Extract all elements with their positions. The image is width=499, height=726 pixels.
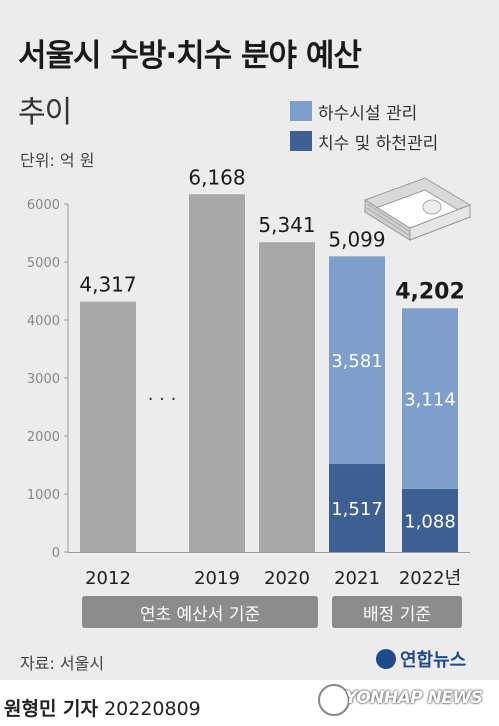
y-tick-label: 2000 bbox=[27, 430, 60, 445]
banner-allocation: 배정 기준 bbox=[332, 596, 462, 628]
x-category-label: 2019 bbox=[194, 568, 240, 589]
bars-group bbox=[80, 194, 458, 553]
credit-line: 원형민 기자 20220809 bbox=[4, 694, 201, 721]
y-tick-label: 3000 bbox=[27, 372, 60, 387]
x-category-label: 2022년 bbox=[399, 568, 461, 589]
y-tick-label: 6000 bbox=[27, 198, 60, 213]
watermark: YONHAP NEWS bbox=[345, 688, 483, 708]
x-category-label: 2021 bbox=[334, 568, 380, 589]
chart-panel: 서울시 수방·치수 분야 예산 추이 단위: 억 원 하수시설 관리 치수 및 … bbox=[0, 0, 499, 680]
legend-item-flood: 치수 및 하천관리 bbox=[290, 126, 438, 156]
credit-bar: 원형민 기자 20220809 bbox=[0, 680, 499, 726]
total-label: 6,168 bbox=[188, 165, 245, 189]
agency-logo-icon bbox=[376, 649, 396, 669]
labels-group: 4,317 2012 6,168 2019 5,341 2020 3,581 1,517 5,0… bbox=[79, 165, 464, 589]
y-tick-label: 5000 bbox=[27, 256, 60, 271]
legend-label: 하수시설 관리 bbox=[318, 103, 418, 124]
y-tick-label: 0 bbox=[52, 546, 60, 561]
money-stack-icon bbox=[363, 177, 472, 241]
banner-annual-budget: 연초 예산서 기준 bbox=[82, 596, 318, 628]
bar-segment-flood bbox=[329, 464, 385, 552]
agency-logo-text: 연합뉴스 bbox=[400, 650, 467, 671]
bar-total bbox=[80, 301, 136, 552]
bar-total bbox=[189, 194, 245, 553]
agency-logo: 연합뉴스 bbox=[376, 646, 466, 672]
source-label: 자료: 서울시 bbox=[20, 654, 105, 673]
bar-segment-sewer bbox=[329, 256, 385, 465]
chart-title: 서울시 수방·치수 분야 예산 bbox=[18, 38, 362, 74]
credit-date: 20220809 bbox=[104, 698, 201, 720]
total-label: 5,099 bbox=[328, 227, 385, 251]
watermark-logo-icon bbox=[318, 684, 350, 716]
segment-label-sewer: 3,114 bbox=[404, 390, 456, 411]
y-tick-label: 1000 bbox=[27, 488, 60, 503]
y-axis: 0 1000 2000 3000 4000 5000 6000 bbox=[27, 198, 470, 561]
bar-chart: 0 1000 2000 3000 4000 5000 6000 4,317 2012 6,168… bbox=[27, 165, 472, 589]
gap-marker: · · · bbox=[148, 389, 177, 410]
total-label: 4,317 bbox=[79, 273, 136, 297]
legend-label: 치수 및 하천관리 bbox=[318, 133, 439, 154]
x-category-label: 2020 bbox=[264, 568, 310, 589]
legend-swatch-dark-blue bbox=[290, 131, 312, 151]
credit-name: 원형민 기자 bbox=[4, 698, 99, 720]
x-category-label: 2012 bbox=[85, 568, 131, 589]
unit-label: 단위: 억 원 bbox=[20, 151, 95, 170]
bar-segment-flood bbox=[402, 488, 458, 552]
segment-label-flood: 1,088 bbox=[404, 511, 456, 532]
chart-subtitle: 추이 bbox=[18, 95, 72, 130]
total-label: 5,341 bbox=[258, 213, 315, 237]
segment-label-sewer: 3,581 bbox=[331, 351, 383, 372]
legend-swatch-light-blue bbox=[290, 101, 312, 121]
legend-item-sewer: 하수시설 관리 bbox=[290, 96, 438, 126]
bar-total bbox=[259, 242, 315, 553]
total-label: 4,202 bbox=[395, 279, 465, 304]
legend: 하수시설 관리 치수 및 하천관리 bbox=[290, 96, 438, 156]
segment-label-flood: 1,517 bbox=[331, 499, 383, 520]
y-tick-label: 4000 bbox=[27, 314, 60, 329]
bar-segment-sewer bbox=[402, 308, 458, 489]
